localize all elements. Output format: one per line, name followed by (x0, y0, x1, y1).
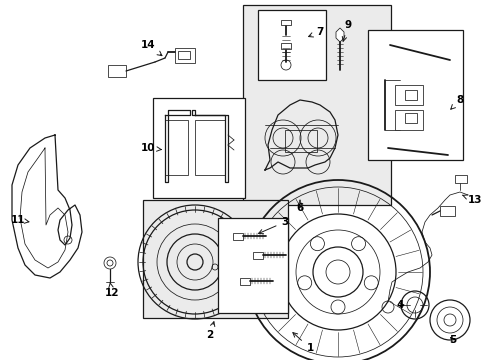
Text: 8: 8 (450, 95, 463, 109)
Bar (164, 120, 187, 175)
Text: 9: 9 (342, 20, 351, 41)
Bar (281, 43, 290, 49)
Polygon shape (335, 28, 343, 42)
Bar (394, 85, 422, 105)
Text: 12: 12 (104, 283, 119, 298)
Bar (240, 278, 249, 285)
Bar (454, 175, 466, 183)
Text: 10: 10 (141, 143, 161, 153)
Bar (153, 98, 244, 198)
Bar (243, 5, 390, 205)
Bar (439, 206, 454, 216)
Text: 4: 4 (395, 300, 403, 310)
Bar (285, 130, 316, 152)
Text: 14: 14 (141, 40, 162, 56)
Bar (404, 113, 416, 123)
Bar (142, 200, 287, 318)
Bar (195, 120, 224, 175)
Text: 11: 11 (11, 215, 29, 225)
Bar (252, 252, 263, 259)
Bar (218, 218, 287, 313)
Bar (281, 20, 290, 25)
Bar (175, 48, 195, 63)
Bar (232, 233, 243, 240)
Text: 3: 3 (258, 217, 288, 234)
Text: 1: 1 (292, 333, 313, 353)
Bar (404, 90, 416, 100)
Text: 6: 6 (296, 200, 303, 213)
Bar (367, 30, 462, 160)
Bar (108, 65, 126, 77)
Text: 13: 13 (461, 195, 481, 205)
Bar (178, 51, 190, 59)
Text: 2: 2 (206, 322, 214, 340)
Bar (258, 10, 325, 80)
Text: 7: 7 (308, 27, 323, 37)
Text: 5: 5 (448, 335, 456, 345)
Bar (394, 110, 422, 130)
